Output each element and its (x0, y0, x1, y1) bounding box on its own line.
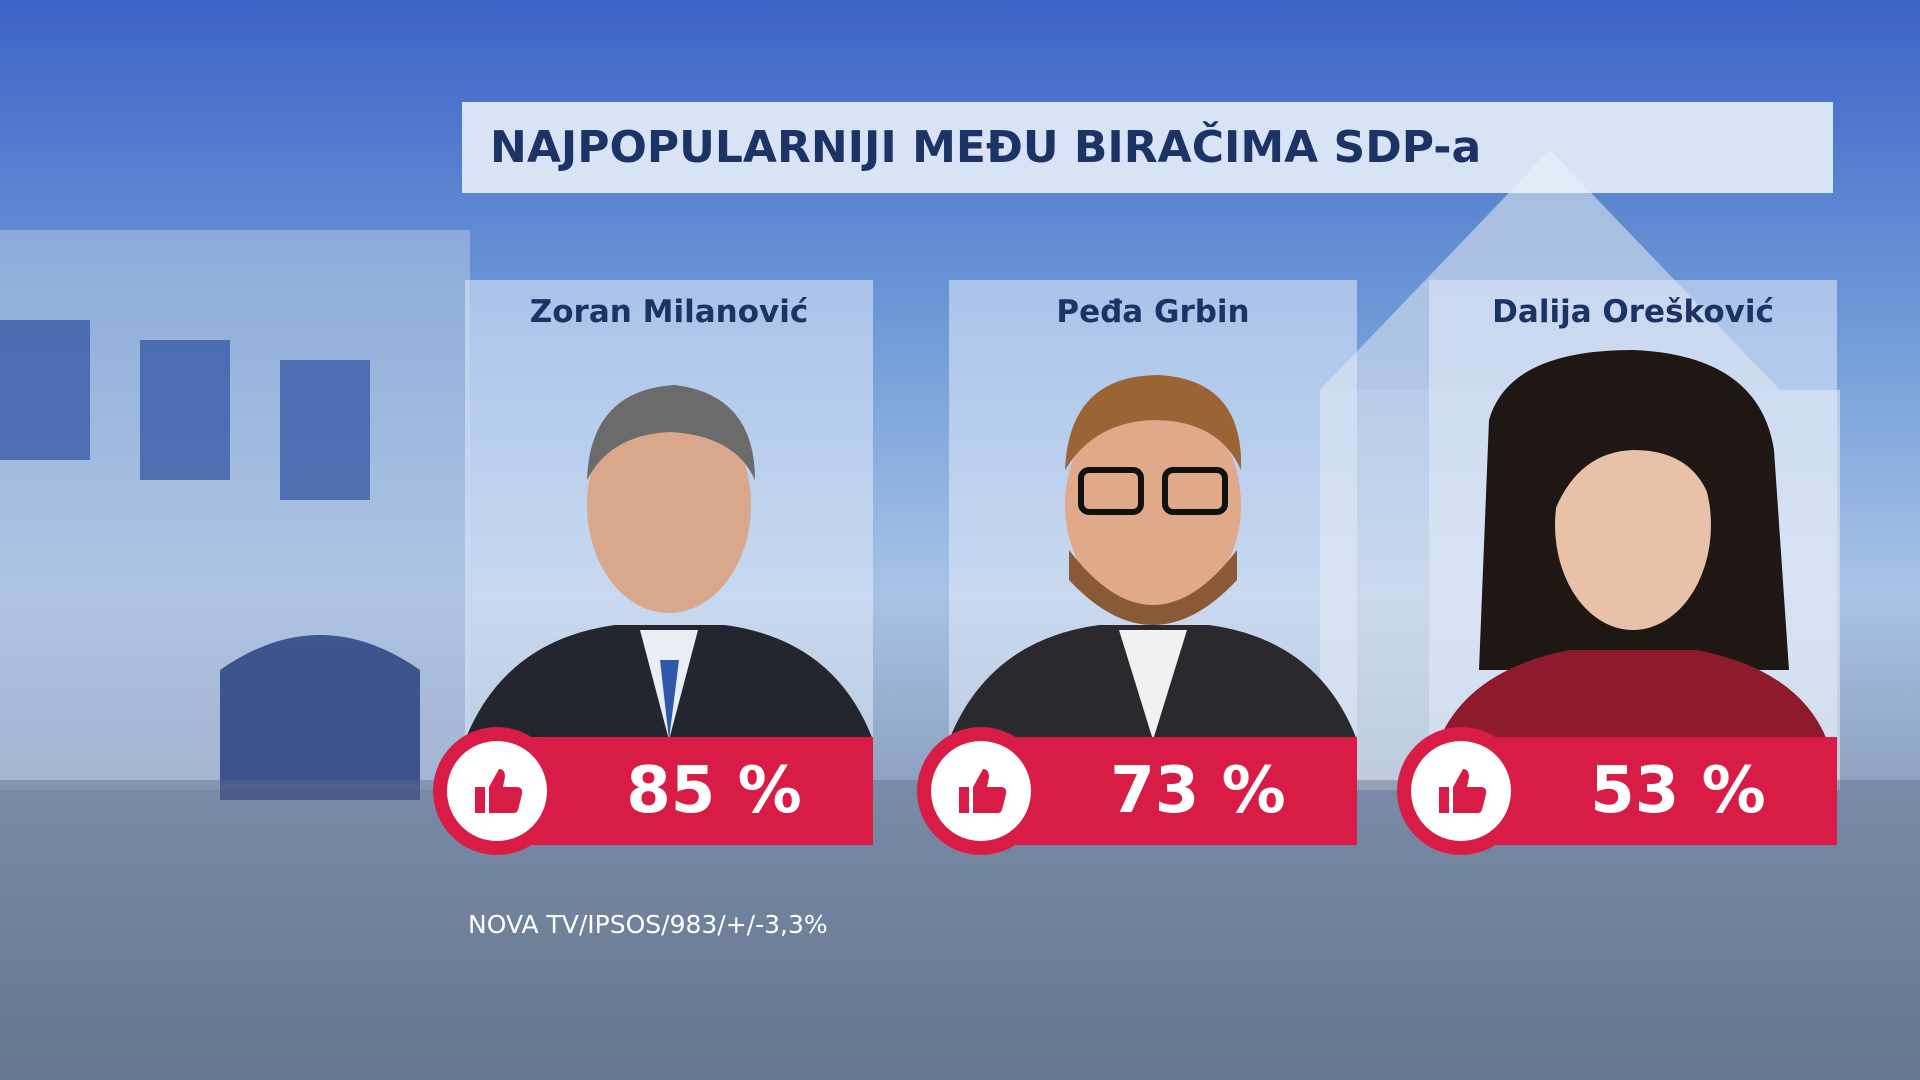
photo (465, 385, 873, 740)
card-panel: Zoran Milanović (465, 280, 873, 740)
candidate-name: Peđa Grbin (1056, 294, 1250, 330)
title-box: NAJPOPULARNIJI MEĐU BIRAČIMA SDP-a (462, 102, 1833, 193)
window (140, 340, 230, 480)
percent-value: 53 % (1590, 754, 1766, 828)
photo (949, 375, 1357, 740)
percent-value: 85 % (626, 754, 802, 828)
source-note: NOVA TV/IPSOS/983/+/-3,3% (468, 910, 828, 939)
card-panel: Peđa Grbin (949, 280, 1357, 740)
arch (220, 635, 420, 800)
title: NAJPOPULARNIJI MEĐU BIRAČIMA SDP-a (490, 122, 1482, 173)
window (280, 360, 370, 500)
percent-value: 73 % (1110, 754, 1286, 828)
like-icon (917, 727, 1045, 855)
candidate-card: Peđa Grbin 73 % (917, 280, 1357, 855)
candidate-name: Zoran Milanović (529, 294, 809, 330)
like-icon (1397, 727, 1525, 855)
card-panel: Dalija Orešković (1429, 280, 1837, 740)
candidate-name: Dalija Orešković (1492, 294, 1774, 330)
window (0, 320, 90, 460)
photo (1439, 350, 1827, 740)
like-icon (433, 727, 561, 855)
candidate-card: Zoran Milanović 85 % (433, 280, 873, 855)
candidate-card: Dalija Orešković 53 % (1397, 280, 1837, 855)
